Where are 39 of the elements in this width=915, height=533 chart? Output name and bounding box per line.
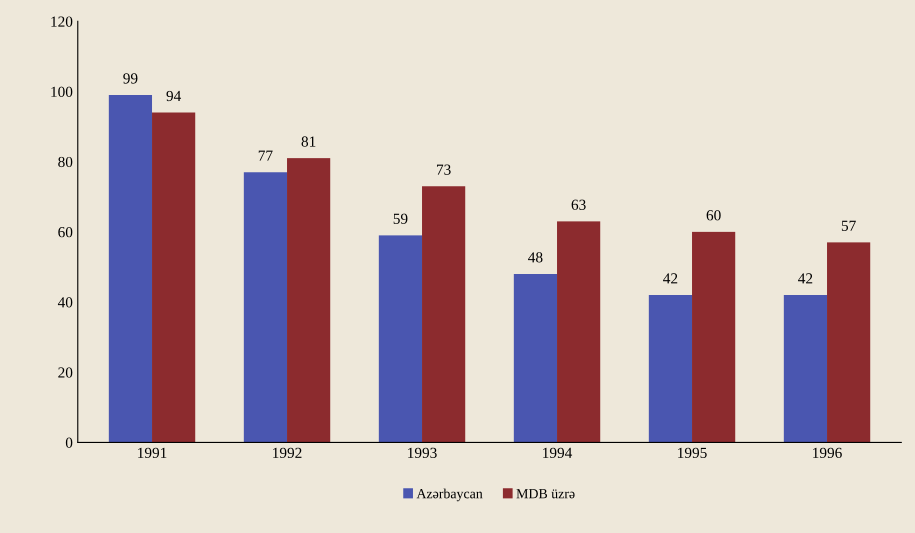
data-label: 94 <box>166 90 182 102</box>
x-tick-label: 1992 <box>273 448 302 458</box>
x-tick-label: 1993 <box>408 448 437 458</box>
bar <box>692 232 736 442</box>
y-tick-label: 120 <box>51 16 72 27</box>
bar <box>422 186 466 442</box>
legend-label: MDB üzrə <box>516 489 575 498</box>
y-tick-label: 40 <box>58 297 72 308</box>
data-label: 81 <box>302 136 316 147</box>
data-label: 73 <box>436 164 451 175</box>
data-label: 42 <box>798 273 812 284</box>
data-label: 57 <box>842 220 856 231</box>
data-label: 59 <box>394 214 408 224</box>
x-tick-label: 1991 <box>138 448 166 458</box>
bar <box>514 274 558 442</box>
y-tick-label: 80 <box>58 156 72 168</box>
data-label: 42 <box>663 273 678 284</box>
data-label: 48 <box>528 252 542 263</box>
bar <box>152 112 196 442</box>
bar <box>784 295 828 442</box>
bar <box>648 295 692 442</box>
bar <box>287 158 330 442</box>
legend-label: Azərbaycan <box>416 488 483 502</box>
bar <box>244 172 288 442</box>
bar <box>827 242 870 442</box>
y-tick-label: 20 <box>58 367 72 378</box>
y-tick-label: 100 <box>51 86 72 97</box>
bar <box>557 221 600 442</box>
data-label: 63 <box>572 200 586 210</box>
x-tick-label: 1994 <box>543 448 572 458</box>
y-tick-label: 60 <box>58 226 72 238</box>
bar <box>378 235 422 442</box>
data-label: 60 <box>706 210 721 220</box>
data-label: 77 <box>258 150 273 161</box>
y-tick-label: 0 <box>66 438 72 448</box>
bar <box>108 95 152 442</box>
x-tick-label: 1995 <box>678 448 707 458</box>
data-label: 99 <box>123 73 138 84</box>
x-tick-label: 1996 <box>813 448 842 458</box>
